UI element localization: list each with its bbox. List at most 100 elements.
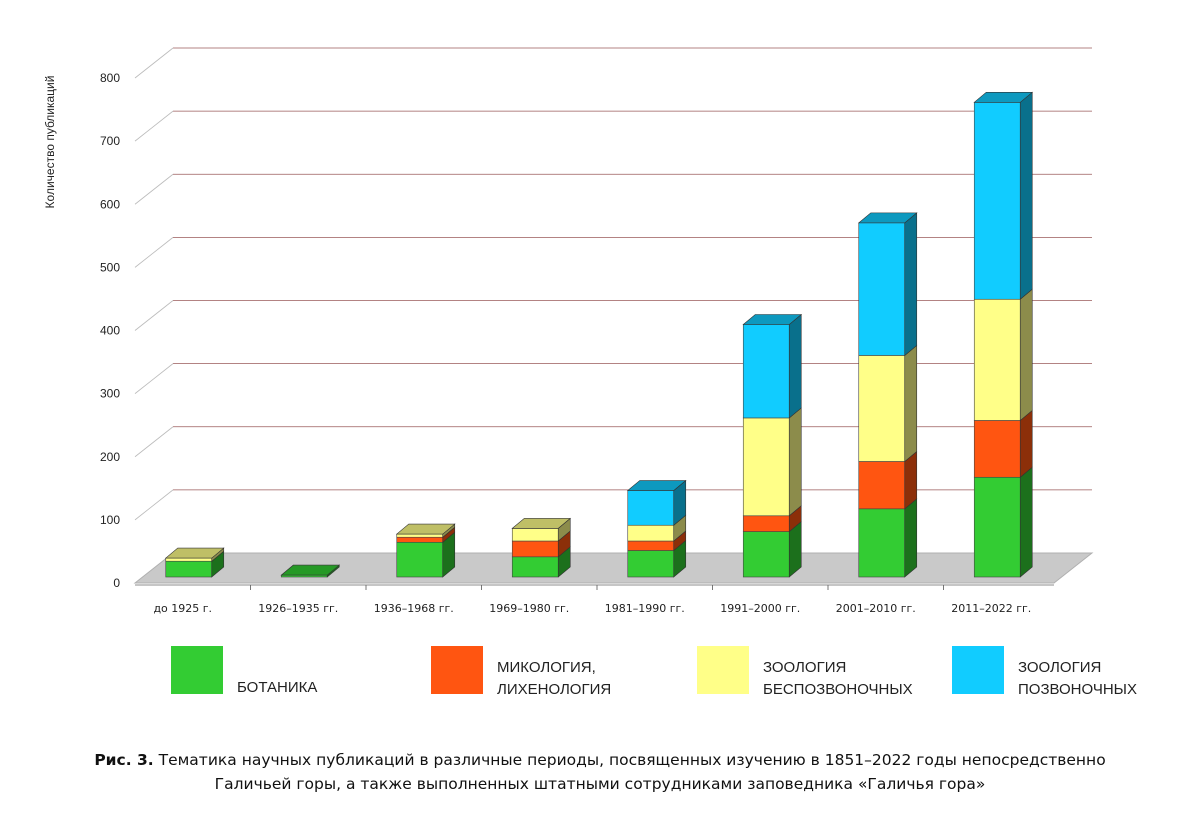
bar-segment: [973, 466, 1033, 578]
x-tick-label: 1936–1968 гг.: [374, 602, 454, 615]
bar-segment: [627, 539, 687, 578]
x-tick-label: до 1925 г.: [153, 602, 212, 615]
bar-segment-front: [165, 560, 213, 578]
x-tick-label: 2001–2010 гг.: [836, 602, 916, 615]
gridline-depth: [134, 47, 174, 79]
bar-segment-side: [1019, 409, 1033, 478]
bar-segment: [164, 547, 225, 562]
legend-item: МИКОЛОГИЯ, ЛИХЕНОЛОГИЯ: [431, 646, 611, 698]
gridline-depth: [134, 110, 174, 142]
bar-segment-front: [627, 490, 675, 526]
gridlines: [134, 47, 1092, 521]
legend-item: БОТАНИКА: [171, 646, 317, 696]
bar-segment-top: [164, 547, 225, 559]
legend-swatch: [697, 646, 749, 694]
y-tick-label: 200: [100, 450, 120, 464]
bar-segment: [396, 531, 456, 578]
bar-segment-top: [857, 212, 918, 224]
x-tick-label: 1991–2000 гг.: [720, 602, 800, 615]
bar-segment-top: [742, 314, 803, 325]
bar-segment: [973, 288, 1033, 422]
legend-label: ЛИХЕНОЛОГИЯ: [497, 681, 611, 698]
bar-segment: [973, 91, 1034, 300]
bar-segment: [395, 523, 456, 538]
legend-label: БЕСПОЗВОНОЧНЫХ: [763, 681, 913, 698]
bar-segment-front: [511, 528, 559, 542]
bar-segment-top: [511, 518, 572, 529]
bar-segment-side: [904, 498, 918, 578]
x-tick-label: 1981–1990 гг.: [605, 602, 685, 615]
bar-segment: [858, 344, 918, 463]
bar-segment-side: [904, 212, 918, 357]
gridline-depth: [134, 300, 174, 331]
bar-segment-front: [858, 222, 906, 356]
bar-segment-front: [627, 550, 675, 578]
y-tick-label: 500: [100, 260, 120, 274]
bar-segment-front: [511, 556, 559, 578]
bar-segment-side: [1019, 288, 1033, 422]
caption-text: Тематика научных публикаций в различные …: [153, 751, 1106, 793]
floor-plane: [133, 552, 1094, 584]
bar-segment: [858, 450, 918, 510]
bar-segment: [742, 407, 802, 517]
bar-segment-front: [396, 541, 444, 578]
bar-segment: [973, 409, 1033, 478]
y-tick-label: 700: [100, 134, 120, 148]
bar-segment-front: [858, 461, 906, 510]
bar-segment: [626, 479, 687, 526]
gridline-depth: [134, 173, 174, 205]
bar-segment-front: [165, 557, 213, 562]
bar-segment: [511, 530, 571, 558]
bar-segment-side: [904, 344, 918, 463]
bar-segment-top: [280, 564, 341, 576]
x-tick-label: 1969–1980 гг.: [489, 602, 569, 615]
bar-segment-front: [742, 531, 790, 578]
bar-segment: [742, 520, 802, 578]
y-tick-label: 400: [100, 324, 120, 338]
x-axis-labels: до 1925 г. 1926–1935 гг. 1936–1968 гг. 1969…: [135, 584, 1054, 615]
y-axis-title: Количество публикаций: [43, 76, 57, 209]
bar-segment: [280, 564, 341, 578]
bar-segment-front: [396, 536, 444, 543]
chart-floor: [133, 552, 1094, 584]
bar-segment-front: [742, 324, 790, 419]
x-tick-label: 2011–2022 гг.: [951, 602, 1031, 615]
bar-segment-front: [973, 298, 1021, 421]
bar-segment: [857, 212, 918, 357]
legend-swatch: [171, 646, 223, 694]
legend-label: БОТАНИКА: [237, 679, 317, 696]
bar-segment-front: [396, 533, 444, 538]
legend-label: МИКОЛОГИЯ,: [497, 659, 596, 676]
legend-swatch: [431, 646, 483, 694]
legend-label: ЗООЛОГИЯ: [763, 659, 846, 676]
x-tick-label: 1926–1935 гг.: [258, 602, 338, 615]
legend-label: ПОЗВОНОЧНЫХ: [1018, 681, 1137, 698]
bars: [164, 91, 1034, 578]
bar-segment-side: [788, 313, 802, 419]
bar-segment-top: [973, 92, 1034, 103]
gridline-depth: [134, 237, 174, 268]
bar-segment: [511, 517, 572, 542]
legend: БОТАНИКА МИКОЛОГИЯ, ЛИХЕНОЛОГИЯ ЗООЛОГИЯ БЕС…: [171, 646, 1137, 698]
y-axis: 0 100 200 300 400 500 600 700 800: [100, 71, 120, 590]
legend-swatch: [952, 646, 1004, 694]
gridline-depth: [134, 363, 174, 394]
figure-caption: Рис. 3. Тематика научных публикаций в ра…: [60, 748, 1140, 796]
legend-item: ЗООЛОГИЯ БЕСПОЗВОНОЧНЫХ: [697, 646, 913, 698]
legend-label: ЗООЛОГИЯ: [1018, 659, 1101, 676]
bar-segment-top: [626, 480, 687, 491]
stacked-bar-chart: 0 100 200 300 400 500 600 700 800 до 1925 г. 1926…: [43, 47, 1137, 698]
bar-segment-front: [973, 102, 1021, 300]
bar-segment-side: [1019, 91, 1033, 300]
bar-segment-front: [858, 355, 906, 462]
gridline-depth: [134, 426, 174, 458]
gridline-depth: [134, 489, 174, 521]
bar-segment-front: [742, 515, 790, 532]
bar-segment: [165, 550, 225, 578]
bar-segment-front: [627, 524, 675, 542]
bar-segment-front: [973, 476, 1021, 578]
caption-label: Рис. 3.: [94, 751, 154, 769]
bar-segment: [858, 498, 918, 578]
bar-segment-front: [742, 417, 790, 517]
bar-segment: [742, 505, 802, 533]
